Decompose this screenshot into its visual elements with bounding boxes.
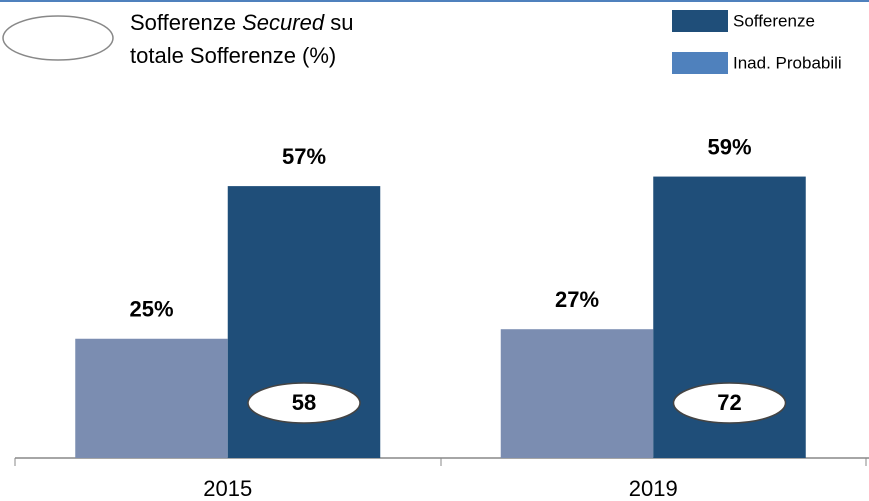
bar <box>500 329 654 458</box>
legend-swatch <box>672 52 728 74</box>
secured-oval <box>672 382 787 424</box>
secured-label: 58 <box>292 390 316 415</box>
value-label: 57% <box>282 144 326 169</box>
value-label: 27% <box>555 287 599 312</box>
bar <box>75 338 228 458</box>
x-tick-label: 2019 <box>629 476 678 501</box>
note-text: Sofferenze <box>130 10 242 35</box>
legend-label: Inad. Probabili <box>733 53 842 72</box>
value-label: 25% <box>129 297 173 322</box>
legend-label: Sofferenze <box>733 11 815 30</box>
note-text: su <box>324 10 353 35</box>
secured-label: 72 <box>717 390 741 415</box>
note-italic: Secured <box>242 10 325 35</box>
note-line-2: totale Sofferenze (%) <box>130 43 336 68</box>
x-tick-label: 2015 <box>203 476 252 501</box>
note-oval <box>2 15 114 61</box>
value-label: 59% <box>707 134 751 159</box>
legend-swatch <box>672 10 728 32</box>
secured-oval <box>247 382 361 424</box>
note-line-1: Sofferenze Secured su <box>130 10 353 35</box>
